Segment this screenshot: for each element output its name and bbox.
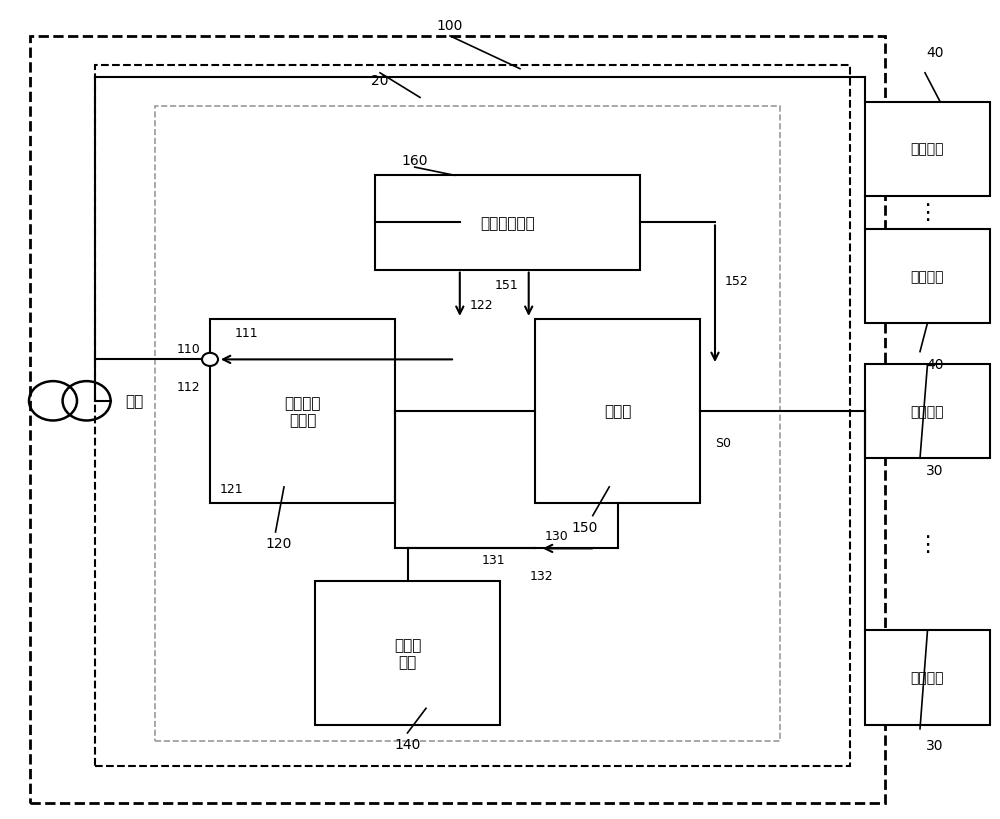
Text: 20: 20 — [371, 74, 389, 88]
Text: 40: 40 — [926, 357, 944, 372]
Bar — [865, 229, 990, 324]
Bar — [155, 106, 780, 741]
Text: ⋮: ⋮ — [916, 203, 939, 223]
Bar — [30, 37, 885, 803]
Text: 150: 150 — [571, 520, 598, 534]
Bar — [865, 364, 990, 459]
Text: 160: 160 — [402, 154, 428, 168]
Text: ⋮: ⋮ — [916, 535, 939, 554]
Text: 40: 40 — [926, 46, 944, 61]
Bar — [535, 319, 700, 504]
Text: 121: 121 — [220, 482, 244, 495]
Text: 151: 151 — [495, 278, 519, 292]
Text: 100: 100 — [437, 19, 463, 33]
Bar — [375, 176, 640, 270]
Text: 市电: 市电 — [126, 394, 144, 409]
Text: 132: 132 — [530, 569, 554, 582]
Text: 第一双向
变换器: 第一双向 变换器 — [284, 396, 321, 428]
Text: S0: S0 — [715, 436, 731, 449]
Text: 111: 111 — [235, 327, 259, 339]
Text: 30: 30 — [926, 464, 944, 478]
Text: 112: 112 — [176, 380, 200, 393]
Text: 第一负载: 第一负载 — [911, 405, 944, 419]
Text: 152: 152 — [725, 274, 749, 287]
Bar — [210, 319, 395, 504]
Text: 第一负载: 第一负载 — [911, 671, 944, 685]
Text: 131: 131 — [481, 553, 505, 566]
Bar — [865, 631, 990, 725]
Bar — [315, 581, 500, 725]
Text: 第一蓄
电池: 第一蓄 电池 — [394, 637, 421, 669]
Circle shape — [202, 354, 218, 367]
Text: 122: 122 — [470, 298, 493, 311]
Bar — [95, 66, 850, 766]
Text: 逆变器: 逆变器 — [604, 404, 631, 419]
Text: 130: 130 — [545, 529, 569, 542]
Text: 第二负载: 第二负载 — [911, 143, 944, 156]
Text: 第一控制装置: 第一控制装置 — [480, 215, 535, 231]
Text: 30: 30 — [926, 738, 944, 753]
Text: 140: 140 — [394, 737, 421, 751]
Text: 110: 110 — [176, 343, 200, 355]
Text: 120: 120 — [266, 536, 292, 550]
Text: 第二负载: 第二负载 — [911, 269, 944, 283]
Bar — [865, 102, 990, 197]
